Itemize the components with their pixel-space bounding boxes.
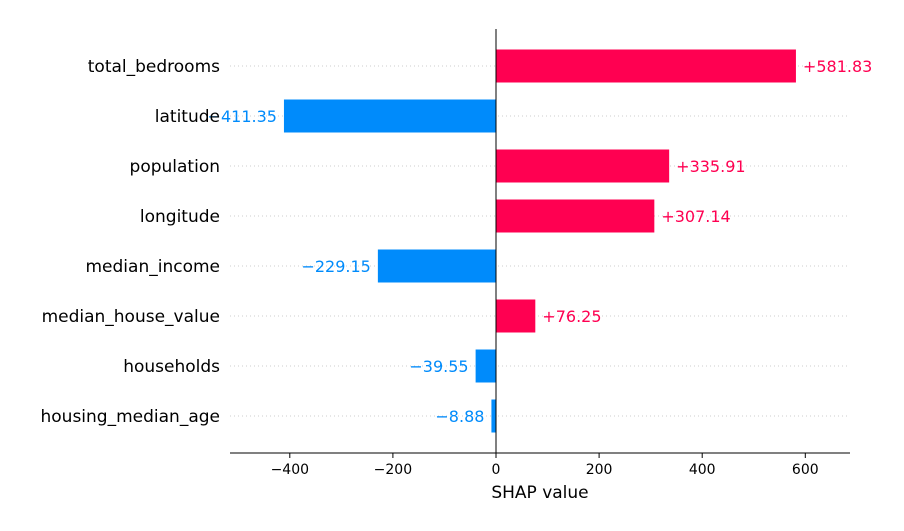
feature-label-total_bedrooms: total_bedrooms xyxy=(88,57,220,77)
value-label-population: +335.91 xyxy=(676,157,745,176)
value-label-median_house_value: +76.25 xyxy=(542,307,601,326)
feature-label-latitude: latitude xyxy=(155,107,220,127)
value-label-latitude: −411.35 xyxy=(208,107,277,126)
x-tick-label: 400 xyxy=(689,462,716,478)
bar-latitude xyxy=(283,99,496,133)
bar-households xyxy=(475,349,496,383)
feature-label-median_house_value: median_house_value xyxy=(42,307,220,327)
bar-median_income xyxy=(377,249,496,283)
feature-label-median_income: median_income xyxy=(86,257,221,277)
bar-median_house_value xyxy=(496,299,536,333)
bar-longitude xyxy=(496,199,655,233)
feature-labels: total_bedrooms latitude population longitud… xyxy=(41,57,221,427)
bar-population xyxy=(496,149,670,183)
x-tick-label: −400 xyxy=(271,462,309,478)
bar-housing_median_age xyxy=(491,399,496,433)
value-label-longitude: +307.14 xyxy=(661,207,730,226)
feature-label-households: households xyxy=(123,357,220,377)
x-tick-label: −200 xyxy=(374,462,412,478)
feature-label-housing_median_age: housing_median_age xyxy=(41,407,221,427)
value-label-households: −39.55 xyxy=(409,357,468,376)
value-label-total_bedrooms: +581.83 xyxy=(803,57,872,76)
x-tick-label: 600 xyxy=(792,462,819,478)
x-tick-label: 200 xyxy=(586,462,613,478)
value-label-median_income: −229.15 xyxy=(301,257,370,276)
bar-total_bedrooms xyxy=(496,49,796,83)
feature-label-longitude: longitude xyxy=(140,207,220,227)
x-tick-label: 0 xyxy=(492,462,501,478)
feature-label-population: population xyxy=(130,157,220,177)
bars: +581.83 −411.35 +335.91 +307.14 −229.15 +76.2… xyxy=(208,49,872,433)
value-label-housing_median_age: −8.88 xyxy=(435,407,484,426)
x-axis-title: SHAP value xyxy=(491,483,588,503)
x-axis-ticks: −400 −200 0 200 400 600 xyxy=(271,453,819,478)
